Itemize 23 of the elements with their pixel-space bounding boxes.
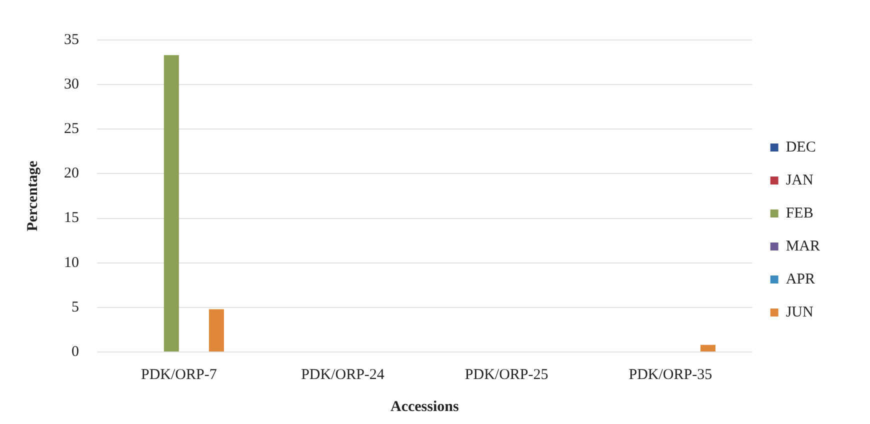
x-tick-label: PDK/ORP-24 xyxy=(301,366,385,383)
legend-label: JUN xyxy=(786,304,814,320)
y-tick-label: 0 xyxy=(72,344,79,360)
y-tick-label: 25 xyxy=(64,121,79,138)
legend-label: FEB xyxy=(786,205,814,222)
bar xyxy=(700,344,716,352)
y-axis-title: Percentage xyxy=(24,160,41,232)
x-axis-title: Accessions xyxy=(390,398,459,415)
legend-label: MAR xyxy=(786,238,820,254)
y-tick-label: 20 xyxy=(64,166,79,182)
y-tick-label: 5 xyxy=(72,299,79,316)
legend-label: DEC xyxy=(786,139,816,156)
x-tick-label: PDK/ORP-25 xyxy=(464,366,548,383)
y-tick-label: 35 xyxy=(64,32,79,48)
y-tick-label: 10 xyxy=(64,254,79,271)
x-tick-label: PDK/ORP-35 xyxy=(628,366,712,383)
bar xyxy=(208,309,224,352)
legend-label: JAN xyxy=(786,172,814,188)
legend-label: APR xyxy=(786,271,816,288)
bar xyxy=(164,55,179,352)
y-tick-label: 30 xyxy=(64,76,79,93)
y-tick-label: 15 xyxy=(64,210,79,226)
x-tick-label: PDK/ORP-7 xyxy=(140,366,218,383)
